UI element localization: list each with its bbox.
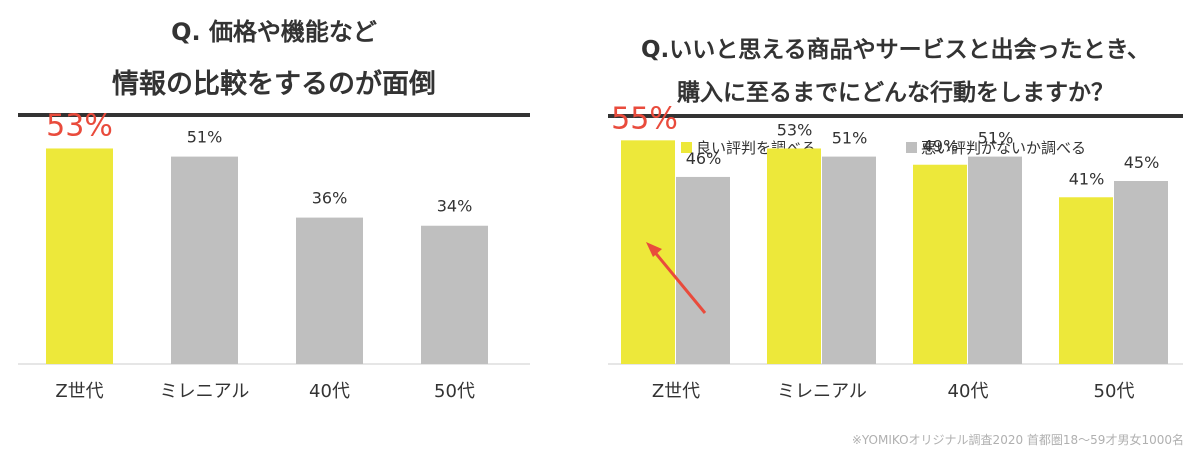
left-question-line2: 情報の比較をするのが面倒 [112,69,436,100]
survey-footnote: ※YOMIKOオリジナル調査2020 首都圏18〜59才男女1000名 [851,433,1184,447]
left-chart-panel: Q. 価格や機能など 情報の比較をするのが面倒 53% Z世代 51% ミレニアル 36… [18,0,530,420]
category-label-3: 50代 [434,381,475,402]
bar-value-label-s0-0: 55% [611,101,678,136]
right-question-line1: Q.いいと思える商品やサービスと出会ったとき、 [641,37,1150,63]
legend-swatch-0 [681,142,692,153]
category-label-2: 40代 [948,381,989,402]
bar-value-label-2: 36% [312,189,348,208]
category-label-3: 50代 [1094,381,1135,402]
category-label-0: Z世代 [652,381,700,402]
left-title-rule [18,113,530,117]
bar-1 [171,156,238,364]
bar-s0-3 [1059,197,1113,364]
bar-s1-0 [676,176,730,364]
bar-s0-1 [767,148,821,364]
category-label-0: Z世代 [55,381,103,402]
category-label-1: ミレニアル [160,381,250,402]
bar-s1-1 [822,156,876,364]
right-chart-panel: Q.いいと思える商品やサービスと出会ったとき、 購入に至るまでにどんな行動をしま… [608,0,1183,420]
left-bar-chart: 53% Z世代 51% ミレニアル 36% 40代 34% 50代 [18,108,530,402]
bar-2 [296,217,363,364]
bar-value-label-s0-3: 41% [1069,169,1105,188]
bar-value-label-s1-2: 51% [978,129,1014,148]
category-label-2: 40代 [309,381,350,402]
bar-value-label-s1-0: 46% [686,149,722,168]
legend-label-1: 悪い評判がないか調べる [921,139,1086,157]
arrow-head [646,242,662,257]
bar-value-label-0: 53% [46,108,113,143]
bar-s0-2 [913,164,967,364]
right-title-rule [608,114,1183,118]
bar-value-label-s0-1: 53% [777,120,813,139]
left-question-line1: Q. 価格や機能など [171,18,377,46]
bar-value-label-s1-3: 45% [1124,153,1160,172]
right-question-line2: 購入に至るまでにどんな行動をしますか？ [677,80,1114,106]
bar-value-label-s1-1: 51% [832,129,868,148]
bar-s0-0 [621,140,675,364]
bar-value-label-3: 34% [437,197,473,216]
bar-s1-3 [1114,181,1168,364]
bar-value-label-s0-2: 49% [923,137,959,156]
bar-value-label-1: 51% [187,128,223,147]
bar-0 [46,148,113,364]
category-label-1: ミレニアル [777,381,867,402]
legend-swatch-1 [906,142,917,153]
bar-3 [421,225,488,364]
arrow-shaft [651,249,707,314]
bar-s1-2 [968,156,1022,364]
